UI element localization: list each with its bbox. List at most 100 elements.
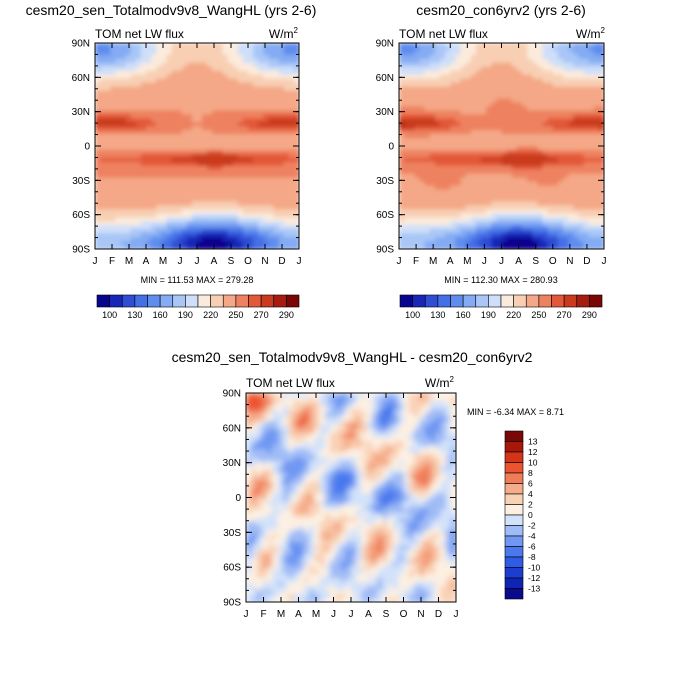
heatmap-cell xyxy=(537,146,544,151)
heatmap-cell xyxy=(552,193,559,199)
heatmap-cell xyxy=(527,233,534,238)
heatmap-cell xyxy=(588,189,595,195)
heatmap-cell xyxy=(516,177,523,183)
heatmap-cell xyxy=(176,46,183,52)
heatmap-cell xyxy=(470,157,477,163)
heatmap-cell xyxy=(293,225,299,230)
heatmap-cell xyxy=(288,445,295,451)
heatmap-cell xyxy=(419,126,426,131)
heatmap-cell xyxy=(110,94,117,100)
heatmap-cell xyxy=(248,130,254,135)
heatmap-cell xyxy=(151,138,157,143)
heatmap-cell xyxy=(557,78,564,84)
heatmap-cell xyxy=(506,70,513,76)
heatmap-cell xyxy=(434,169,441,175)
heatmap-cell xyxy=(171,217,178,223)
heatmap-cell xyxy=(105,54,112,60)
heatmap-cell xyxy=(588,110,595,116)
heatmap-cell xyxy=(398,409,405,414)
heatmap-cell xyxy=(217,114,224,120)
heatmap-cell xyxy=(293,173,299,179)
heatmap-cell xyxy=(181,102,188,108)
heatmap-cell xyxy=(475,149,482,155)
heatmap-cell xyxy=(222,50,229,56)
heatmap-cell xyxy=(532,78,539,84)
heatmap-cell xyxy=(511,225,518,230)
heatmap-cell xyxy=(419,134,426,139)
heatmap-cell xyxy=(95,233,101,238)
heatmap-cell xyxy=(186,50,193,56)
heatmap-cell xyxy=(288,229,295,234)
heatmap-cell xyxy=(460,165,467,171)
heatmap-cell xyxy=(277,433,284,439)
heatmap-cell xyxy=(95,217,101,223)
heatmap-cell xyxy=(475,126,482,131)
heatmap-cell xyxy=(361,429,368,434)
heatmap-cell xyxy=(130,229,137,234)
heatmap-cell xyxy=(171,130,178,135)
heatmap-cell xyxy=(537,138,544,143)
heatmap-cell xyxy=(278,126,285,131)
heatmap-cell xyxy=(481,94,487,100)
heatmap-cell xyxy=(161,102,168,108)
heatmap-cell xyxy=(414,417,421,422)
heatmap-cell xyxy=(130,201,137,207)
heatmap-cell xyxy=(105,149,112,155)
heatmap-cell xyxy=(532,62,539,68)
heatmap-cell xyxy=(156,54,163,60)
heatmap-cell xyxy=(506,201,513,207)
heatmap-cell xyxy=(217,106,224,112)
heatmap-cell xyxy=(186,130,193,135)
heatmap-cell xyxy=(547,185,554,191)
heatmap-cell xyxy=(552,114,559,120)
panel-title: cesm20_sen_Totalmodv9v8_WangHL - cesm20_… xyxy=(172,349,533,365)
heatmap-cell xyxy=(424,146,431,151)
heatmap-cell xyxy=(481,241,487,246)
heatmap-cell xyxy=(232,165,239,171)
heatmap-cell xyxy=(434,78,441,84)
heatmap-cell xyxy=(552,146,559,151)
heatmap-cell xyxy=(217,126,224,131)
heatmap-cell xyxy=(583,94,590,100)
heatmap-cell xyxy=(578,181,585,187)
heatmap-cell xyxy=(237,74,244,80)
heatmap-cell xyxy=(598,102,604,108)
heatmap-cell xyxy=(161,241,168,246)
heatmap-cell xyxy=(217,193,224,199)
heatmap-cell xyxy=(424,165,431,171)
heatmap-cell xyxy=(110,74,117,80)
heatmap-cell xyxy=(460,130,467,135)
heatmap-cell xyxy=(486,46,493,52)
heatmap-cell xyxy=(460,114,467,120)
heatmap-cell xyxy=(272,409,279,414)
heatmap-cell xyxy=(263,70,270,76)
heatmap-cell xyxy=(95,82,101,88)
heatmap-cell xyxy=(361,393,368,398)
heatmap-cell xyxy=(460,74,467,80)
heatmap-cell xyxy=(414,213,421,219)
heatmap-cell xyxy=(465,241,472,246)
heatmap-cell xyxy=(491,169,498,175)
heatmap-cell xyxy=(537,134,544,139)
heatmap-cell xyxy=(273,62,280,68)
heatmap-cell xyxy=(258,70,265,76)
heatmap-cell xyxy=(166,138,173,143)
heatmap-cell xyxy=(542,185,549,191)
heatmap-cell xyxy=(578,74,585,80)
heatmap-cell xyxy=(598,185,604,191)
heatmap-cell xyxy=(227,122,234,127)
heatmap-cell xyxy=(278,213,285,219)
heatmap-cell xyxy=(242,173,249,179)
heatmap-cell xyxy=(110,106,117,112)
heatmap-cell xyxy=(516,50,523,56)
heatmap-cell xyxy=(283,62,290,68)
heatmap-cell xyxy=(340,393,347,398)
heatmap-cell xyxy=(372,421,379,426)
heatmap-cell xyxy=(309,421,316,426)
heatmap-cell xyxy=(212,114,219,120)
heatmap-cell xyxy=(511,169,518,175)
heatmap-cell xyxy=(120,94,127,100)
heatmap-cell xyxy=(242,106,249,112)
heatmap-cell xyxy=(288,106,295,112)
heatmap-cell xyxy=(191,126,198,131)
